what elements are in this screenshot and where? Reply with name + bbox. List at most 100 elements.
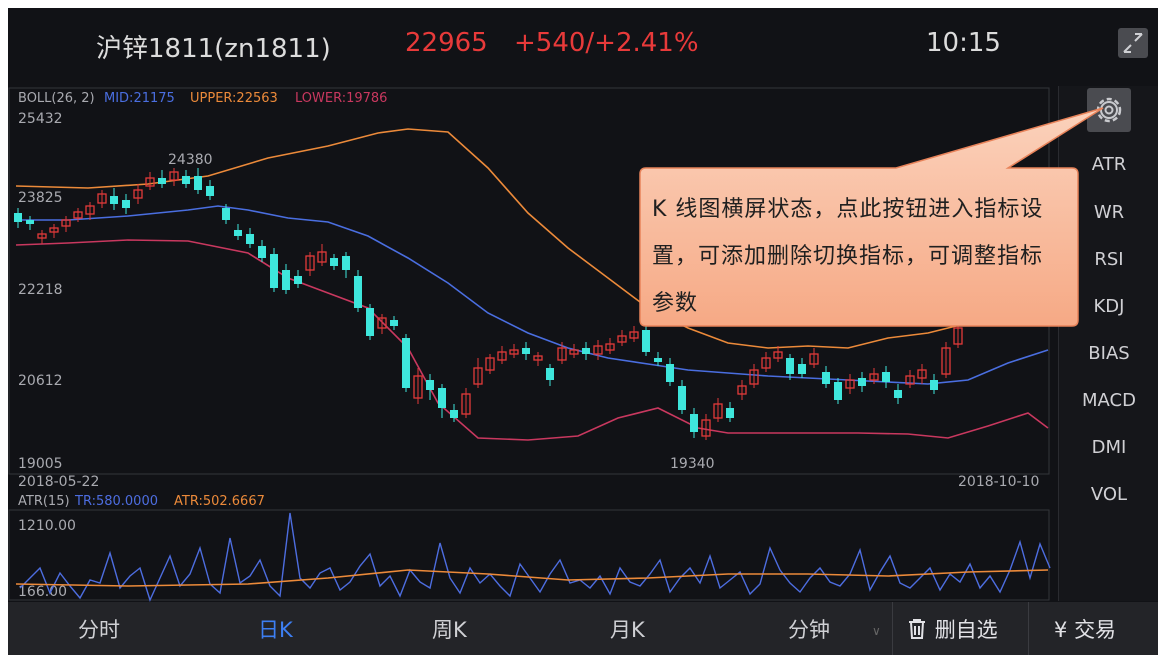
candle-body [726, 408, 734, 418]
indicator-item-dmi[interactable]: DMI [1091, 437, 1127, 458]
candle-body [342, 256, 350, 270]
candle-body [234, 230, 242, 236]
tr-line [19, 512, 1051, 602]
candle-body [206, 186, 214, 196]
chevron-down-icon[interactable]: ∨ [872, 624, 881, 638]
candle-body [654, 358, 662, 362]
low-marker: 19340 [670, 456, 715, 472]
candle-body [366, 308, 374, 336]
candle-body [894, 390, 902, 398]
candle-body [713, 403, 723, 419]
contract-title: 沪锌1811(zn1811) [96, 34, 331, 64]
candle-body [690, 414, 698, 432]
yen-icon: ¥ [1054, 618, 1068, 642]
indicator-menu: ATR WR RSI KDJ BIAS MACD DMI VOL [1058, 86, 1158, 601]
candle-body [533, 355, 543, 361]
candle-body [438, 388, 446, 408]
atr-indicator-label: ATR(15) [18, 494, 70, 509]
candle-body [617, 335, 627, 343]
candle-body [522, 348, 530, 354]
y-axis-tick: 25432 [18, 111, 63, 127]
candle-body [678, 386, 686, 410]
candle-body [642, 330, 650, 352]
candle-body [258, 246, 266, 258]
tab-monthly-k[interactable]: 月K [610, 618, 645, 642]
candle-body [569, 349, 579, 355]
atr-line [15, 569, 1049, 587]
indicator-item-bias[interactable]: BIAS [1088, 343, 1130, 364]
trade-label: 交易 [1074, 618, 1117, 642]
price-change: +540/+2.41% [514, 28, 699, 58]
candle-body [834, 382, 842, 400]
y-axis-tick: 23825 [18, 190, 63, 206]
trade-button[interactable]: ¥ 交易 [1054, 614, 1116, 644]
start-date-label: 2018-05-22 [18, 474, 99, 490]
candle-body [593, 345, 603, 355]
bottom-toolbar: 分时 日K 周K 月K 分钟 ∨ 删自选 ¥ 交易 [8, 602, 1158, 655]
candle-body [390, 320, 398, 326]
divider [1028, 602, 1029, 655]
candle-body [282, 270, 290, 290]
end-date-label: 2018-10-10 [958, 474, 1039, 490]
candle-body [845, 379, 855, 389]
candle-body [605, 343, 615, 351]
last-price: 22965 [405, 28, 488, 58]
candle-body [110, 196, 118, 204]
candle-body [122, 200, 130, 208]
candle-body [402, 338, 410, 388]
candle-body [786, 358, 794, 374]
candle-body [761, 357, 771, 369]
tab-minute[interactable]: 分钟 [788, 618, 830, 642]
candle-body [485, 357, 495, 371]
candle-body [941, 347, 951, 375]
candle-body [222, 208, 230, 220]
y-axis-tick: 20612 [18, 373, 63, 389]
candle-body [497, 351, 507, 361]
indicator-item-rsi[interactable]: RSI [1094, 249, 1124, 270]
candle-body [246, 234, 254, 244]
candle-body [49, 227, 59, 233]
tab-weekly-k[interactable]: 周K [432, 618, 467, 642]
tab-daily-k[interactable]: 日K [258, 618, 293, 642]
indicator-item-vol[interactable]: VOL [1090, 484, 1128, 505]
delete-watchlist-button[interactable]: 删自选 [906, 614, 998, 644]
boll-mid-line [16, 205, 1049, 385]
candle-body [194, 176, 202, 190]
atr-y-top: 1210.00 [18, 518, 76, 534]
candle-body [377, 317, 387, 329]
tab-timeshare[interactable]: 分时 [78, 618, 120, 642]
candle-body [413, 375, 423, 399]
tr-value: TR:580.0000 [74, 494, 158, 509]
boll-mid-value: MID:21175 [104, 91, 175, 106]
candle-body [917, 369, 927, 379]
candle-body [905, 375, 915, 385]
indicator-item-atr[interactable]: ATR [1091, 154, 1127, 175]
delete-watchlist-label: 删自选 [934, 618, 998, 642]
boll-upper-line [15, 128, 1049, 349]
candle-body [749, 369, 759, 385]
candle-body [270, 254, 278, 288]
exit-fullscreen-icon[interactable] [1118, 28, 1148, 58]
atr-y-bottom: 166.00 [18, 584, 67, 600]
indicator-item-kdj[interactable]: KDJ [1093, 296, 1125, 317]
y-axis-tick: 22218 [18, 282, 63, 298]
candle-body [169, 171, 179, 181]
boll-indicator-label: BOLL(26, 2) [18, 91, 95, 106]
indicator-item-macd[interactable]: MACD [1082, 390, 1136, 411]
candle-body [182, 176, 190, 184]
candle-body [305, 255, 315, 271]
quote-header: 沪锌1811(zn1811) 22965 +540/+2.41% 10:15 [8, 8, 1158, 84]
candle-body [557, 347, 567, 361]
candle-body [37, 233, 47, 239]
indicator-item-wr[interactable]: WR [1093, 202, 1125, 223]
candle-body [798, 364, 806, 374]
candle-body [773, 351, 783, 359]
candle-body [953, 327, 963, 345]
candle-body [14, 213, 22, 222]
kline-chart[interactable]: BOLL(26, 2) MID:21175 UPPER:22563 LOWER:197… [8, 8, 1158, 602]
gear-icon[interactable] [1087, 88, 1131, 132]
candle-body [473, 367, 483, 385]
candle-body [330, 258, 338, 266]
boll-lower-value: LOWER:19786 [295, 91, 387, 106]
trash-icon [909, 619, 925, 639]
